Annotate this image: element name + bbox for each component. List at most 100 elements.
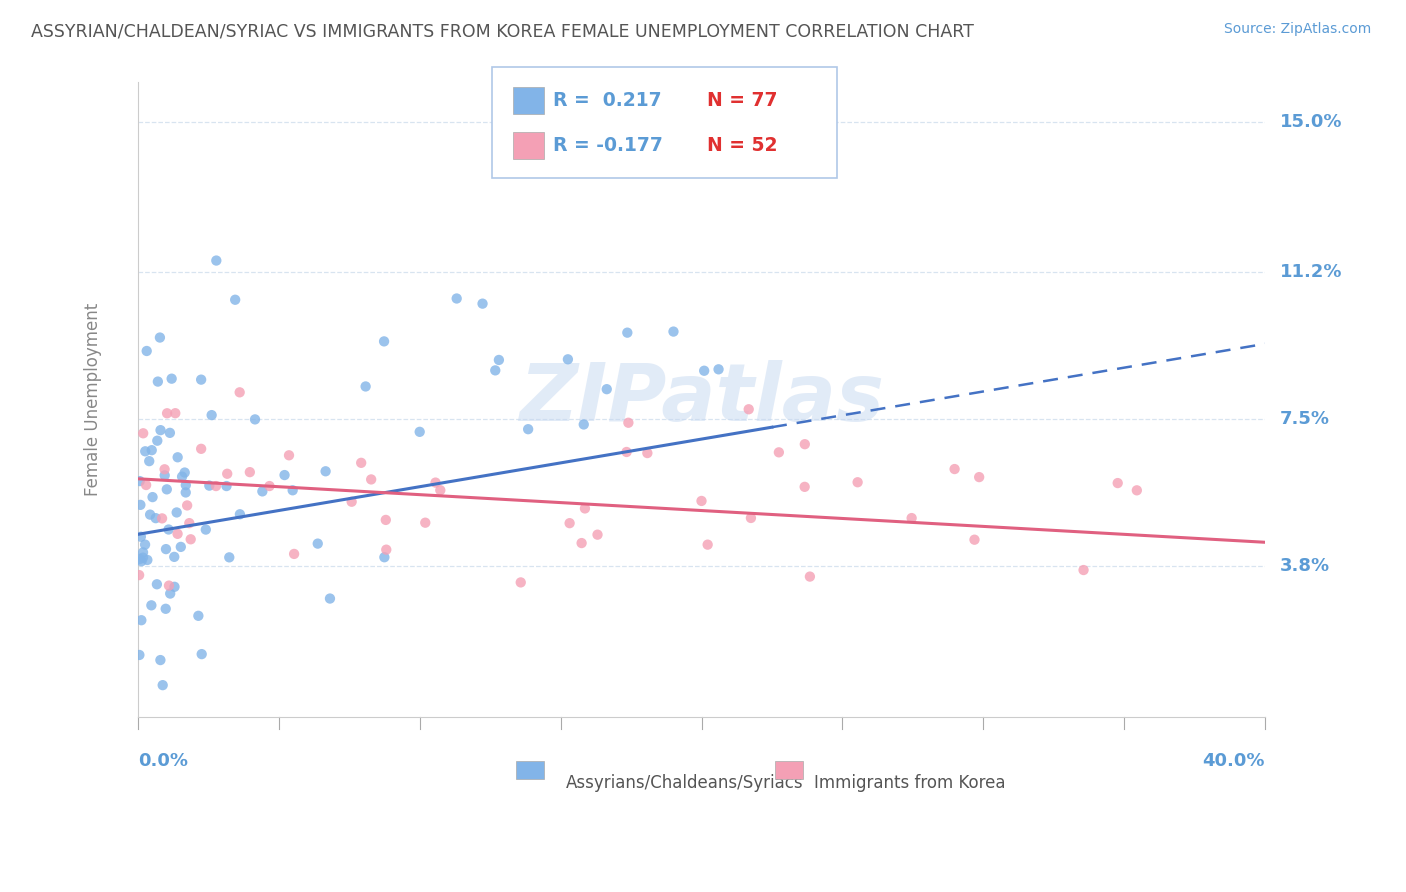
Point [793, 437, 815, 451]
Point [152, 678, 174, 692]
Point [139, 508, 162, 522]
Point [239, 465, 262, 479]
Point [166, 506, 188, 520]
Point [229, 508, 252, 522]
Point [187, 608, 209, 623]
Point [228, 385, 250, 400]
Point [509, 575, 531, 590]
Point [155, 542, 177, 557]
Point [149, 330, 172, 344]
Text: Source: ZipAtlas.com: Source: ZipAtlas.com [1223, 22, 1371, 37]
Point [571, 536, 593, 550]
Point [373, 334, 395, 349]
Text: Assyrians/Chaldeans/Syriacs: Assyrians/Chaldeans/Syriacs [567, 774, 804, 792]
Text: Female Unemployment: Female Unemployment [84, 302, 101, 496]
Point [517, 422, 540, 436]
Point [128, 474, 150, 488]
Point [1073, 563, 1095, 577]
Point [283, 547, 305, 561]
Point [159, 586, 181, 600]
Point [135, 478, 157, 492]
Point [146, 434, 169, 448]
Point [128, 552, 150, 566]
Point [157, 579, 180, 593]
Point [146, 577, 169, 591]
Point [190, 647, 212, 661]
Text: R =  0.217: R = 0.217 [553, 91, 661, 111]
Point [159, 425, 181, 440]
Point [201, 408, 224, 422]
Point [281, 483, 304, 498]
Point [315, 464, 337, 478]
Point [180, 533, 202, 547]
Point [224, 293, 246, 307]
Point [141, 490, 163, 504]
Point [141, 599, 163, 613]
Point [132, 545, 155, 559]
Point [155, 602, 177, 616]
Text: R = -0.177: R = -0.177 [553, 136, 662, 155]
Point [409, 425, 432, 439]
Point [205, 253, 228, 268]
Point [572, 417, 595, 432]
Point [967, 470, 990, 484]
Point [413, 516, 436, 530]
Bar [775, 762, 803, 779]
Point [153, 462, 176, 476]
Point [259, 479, 281, 493]
Point [596, 382, 619, 396]
Point [574, 501, 596, 516]
Point [799, 569, 821, 583]
Point [846, 475, 869, 490]
Point [205, 479, 228, 493]
Point [156, 483, 179, 497]
Point [360, 472, 382, 486]
Point [146, 375, 169, 389]
Point [273, 468, 295, 483]
Text: 11.2%: 11.2% [1279, 263, 1343, 281]
Point [145, 511, 167, 525]
Text: 3.8%: 3.8% [1279, 558, 1330, 575]
Text: Immigrants from Korea: Immigrants from Korea [814, 774, 1005, 792]
Point [768, 445, 790, 459]
Point [170, 469, 193, 483]
Point [617, 416, 640, 430]
Point [135, 343, 157, 358]
Point [354, 379, 377, 393]
Point [278, 448, 301, 462]
Point [134, 538, 156, 552]
Point [373, 550, 395, 565]
Point [141, 443, 163, 458]
Point [375, 542, 398, 557]
Point [350, 456, 373, 470]
Point [217, 467, 239, 481]
Point [252, 484, 274, 499]
Point [149, 653, 172, 667]
Point [616, 326, 638, 340]
Point [128, 648, 150, 662]
Point [166, 526, 188, 541]
Point [243, 412, 266, 426]
Point [943, 462, 966, 476]
Point [429, 483, 451, 498]
Point [156, 406, 179, 420]
Point [557, 352, 579, 367]
Point [662, 325, 685, 339]
Point [690, 494, 713, 508]
Point [707, 362, 730, 376]
Point [374, 513, 396, 527]
Bar [516, 762, 544, 779]
Text: 0.0%: 0.0% [138, 752, 188, 770]
Point [558, 516, 581, 531]
Point [215, 479, 238, 493]
Point [340, 494, 363, 508]
Point [963, 533, 986, 547]
Point [163, 549, 186, 564]
Point [160, 372, 183, 386]
Text: 15.0%: 15.0% [1279, 112, 1343, 130]
Point [176, 499, 198, 513]
Point [131, 613, 153, 627]
Point [198, 478, 221, 492]
Point [218, 550, 240, 565]
Point [793, 480, 815, 494]
